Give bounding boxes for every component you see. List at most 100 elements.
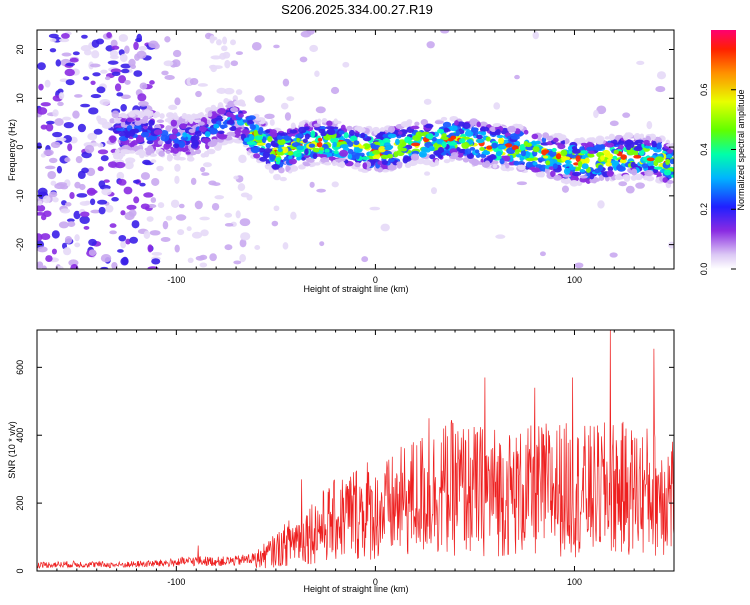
spectrogram-ridge-cell xyxy=(265,142,272,149)
spectrogram-noise-cell xyxy=(622,112,631,118)
spectrogram-ridge-cell xyxy=(361,156,370,160)
spectrogram-noise-cell xyxy=(170,199,180,209)
spectrogram-noise-cell xyxy=(164,74,175,81)
spectrogram-ridge-cell xyxy=(242,119,248,123)
spectrogram-ridge-cell xyxy=(571,148,581,154)
spectrogram-noise-cell xyxy=(199,216,210,221)
spectrogram-noise-cell xyxy=(202,162,212,168)
spectrogram-noise-cell xyxy=(279,176,287,182)
spectrogram-noise-cell xyxy=(120,210,126,216)
spectrogram-ridge-cell xyxy=(510,135,520,140)
spectrogram-noise-cell xyxy=(561,185,569,193)
spectrogram-ridge-cell xyxy=(420,119,429,126)
snr-y-axis: 0 200 400 600 xyxy=(15,360,674,574)
spectrogram-ridge-cell xyxy=(610,160,620,166)
spectrogram-noise-cell xyxy=(79,215,90,225)
spectrogram-ridge-cell xyxy=(168,155,174,159)
spectrogram-ridge-cell xyxy=(124,131,131,139)
spectrogram-ridge-cell xyxy=(120,149,130,154)
spectrogram-ridge-cell xyxy=(578,139,588,143)
snr-x-label: Height of straight line (km) xyxy=(303,584,408,594)
spectrogram-noise-cell xyxy=(99,98,111,106)
spectrogram-ridge-cell xyxy=(605,142,615,148)
spectrogram-noise-cell xyxy=(209,35,215,44)
spectrogram-ridge-cell xyxy=(497,144,507,150)
spectrogram-ridge-cell xyxy=(492,163,498,169)
spectrogram-noise-cell xyxy=(209,253,217,262)
snr-y-tick-label: 0 xyxy=(15,568,25,573)
spectrogram-ridge-cell xyxy=(524,142,533,147)
snr-x-tick-label: -100 xyxy=(167,577,185,587)
spectrogram-noise-cell xyxy=(50,180,57,186)
snr-y-tick-label: 400 xyxy=(15,428,25,443)
spectrogram-ridge-cell xyxy=(134,120,142,126)
spectrogram-noise-cell xyxy=(100,253,112,263)
spectrogram-noise-cell xyxy=(73,210,81,220)
spectrogram-ridge-cell xyxy=(340,144,349,149)
spectrogram-noise-cell xyxy=(133,196,140,204)
spectrogram-noise-cell xyxy=(194,200,203,210)
snr-x-axis: -100 0 100 xyxy=(36,330,675,587)
spectrogram-ridge-cell xyxy=(644,145,652,149)
spectrogram-noise-cell xyxy=(40,233,51,240)
spectrogram-ridge-cell xyxy=(414,121,420,127)
spectrogram-ridge-cell xyxy=(357,168,364,172)
spectrogram-ridge-cell xyxy=(331,159,337,167)
spectrogram-ridge-cell xyxy=(211,138,218,143)
spectrogram-noise-cell xyxy=(37,62,46,71)
spectrogram-ridge-cell xyxy=(454,120,459,126)
spectrogram-ridge-cell xyxy=(349,135,358,142)
spectrogram-ridge-cell xyxy=(120,118,127,123)
spectrogram-ridge-cell xyxy=(514,148,520,155)
spectrogram-ridge-cell xyxy=(666,179,674,184)
spectrogram-ridge-cell xyxy=(114,148,120,154)
spectrogram-noise-cell xyxy=(230,39,237,46)
spectrogram-ridge-cell xyxy=(375,133,384,139)
spectrogram-ridge-cell xyxy=(381,169,390,173)
spectrogram-ridge-cell xyxy=(464,130,474,137)
spectrogram-noise-cell xyxy=(151,177,160,186)
spectrogram-ridge-cell xyxy=(156,119,165,124)
spectrogram-ridge-cell xyxy=(287,150,294,156)
spectrogram-noise-cell xyxy=(280,102,289,110)
spectrogram-noise-cell xyxy=(66,218,75,223)
spectrogram-ridge-cell xyxy=(271,163,280,170)
spectrogram-noise-cell xyxy=(109,230,117,235)
spectrogram-ridge-cell xyxy=(180,135,189,141)
spectrogram-ridge-cell xyxy=(665,154,673,159)
spectrogram-ridge-cell xyxy=(624,139,634,145)
spectrogram-ridge-cell xyxy=(586,146,596,151)
spectrogram-ridge-cell xyxy=(455,129,460,137)
spectrogram-noise-cell xyxy=(101,188,112,196)
spectrogram-ridge-cell xyxy=(605,161,612,167)
spectrogram-ridge-cell xyxy=(321,118,328,123)
spectrogram-ridge-cell xyxy=(320,131,327,137)
spectrogram-ridge-cell xyxy=(332,141,337,148)
spectrogram-ridge-cell xyxy=(643,175,648,181)
spectrogram-ridge-cell xyxy=(320,156,330,164)
spectrogram-noise-cell xyxy=(221,45,228,52)
spectrogram-noise-cell xyxy=(197,83,209,87)
spectrogram-noise-cell xyxy=(100,266,109,269)
spectrogram-noise-cell xyxy=(90,94,102,99)
spectrogram-ridge-cell xyxy=(428,145,435,152)
spectrogram-noise-cell xyxy=(44,165,56,170)
spectrogram-ridge-cell xyxy=(347,153,353,160)
spectrogram-noise-cell xyxy=(45,120,55,125)
spectrogram-ridge-cell xyxy=(458,149,467,154)
spectrogram-noise-cell xyxy=(162,220,169,230)
spectrogram-noise-cell xyxy=(111,71,121,76)
spectrogram-noise-cell xyxy=(65,62,76,67)
spectrogram-ridge-cell xyxy=(333,150,339,155)
spectrogram-ridge-cell xyxy=(275,157,282,162)
spectrogram-ridge-cell xyxy=(613,149,619,155)
spectrogram-ridge-cell xyxy=(579,168,585,173)
spectrogram-noise-cell xyxy=(609,252,618,258)
spectrogram-noise-cell xyxy=(597,200,605,209)
spectrogram-noise-cell xyxy=(58,38,70,43)
spectrogram-ridge-cell xyxy=(304,148,309,156)
spectrogram-noise-cell xyxy=(201,172,210,176)
spectrogram-ridge-cell xyxy=(656,142,662,150)
spectrogram-noise-cell xyxy=(56,165,63,174)
